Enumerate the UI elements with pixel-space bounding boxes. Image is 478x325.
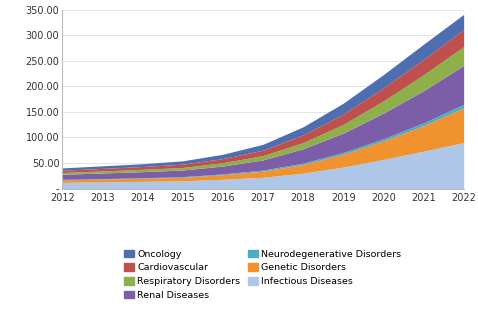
Legend: Oncology, Cardiovascular, Respiratory Disorders, Renal Diseases, Neurodegenerati: Oncology, Cardiovascular, Respiratory Di… <box>121 247 404 303</box>
